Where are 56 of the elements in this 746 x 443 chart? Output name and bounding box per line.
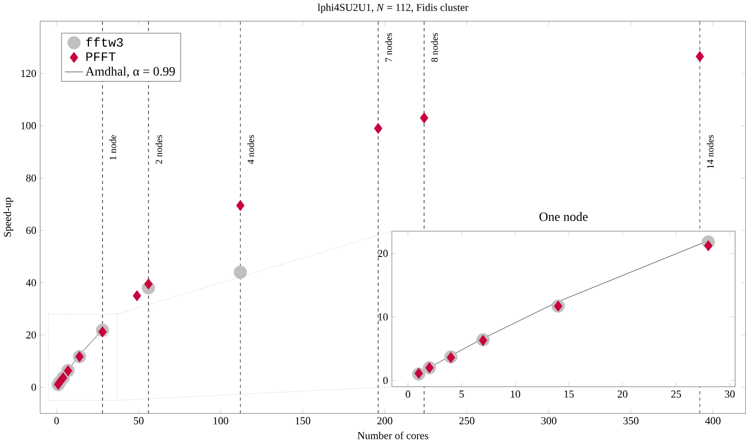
legend-label: Amdhal, α = 0.99 [86, 66, 175, 78]
point [234, 266, 247, 279]
y-axis-title: Speed-up [4, 198, 14, 237]
x-tick-label: 100 [214, 417, 228, 424]
x-tick-label: 200 [377, 417, 392, 424]
point [132, 290, 142, 302]
y-tick-label: 80 [26, 174, 36, 182]
x-tick-label: 10 [510, 390, 520, 398]
legend-label: fftw3 [86, 38, 123, 47]
y-tick-label: 60 [26, 226, 36, 234]
point [478, 335, 488, 346]
y-tick-label: 20 [26, 332, 36, 339]
x-tick-label: 0 [406, 390, 410, 398]
y-tick-label: 10 [378, 313, 388, 321]
x-tick-label: 300 [541, 417, 556, 424]
x-tick-label: 350 [623, 417, 638, 424]
x-tick-label: 20 [618, 390, 628, 398]
ref-line-label: 8 nodes [431, 33, 438, 62]
y-tick-label: 20 [378, 250, 388, 258]
ref-line-label: 14 nodes [706, 135, 714, 168]
x-tick-label: 150 [296, 417, 310, 424]
point [236, 200, 245, 212]
ref-line-label: 4 nodes [247, 135, 254, 164]
x-tick-label: 250 [459, 417, 474, 424]
chart-title: lphi4SU2U1, N = 112, Fidis cluster [318, 4, 468, 14]
point [374, 122, 382, 134]
x-tick-label: 400 [705, 417, 721, 424]
y-tick-label: 100 [21, 122, 36, 130]
point [446, 352, 456, 364]
x-tick-label: 15 [564, 390, 574, 398]
point [696, 51, 704, 62]
y-tick-label: 0 [31, 384, 36, 391]
point [414, 368, 423, 380]
chart-title: One node [539, 212, 588, 222]
x-tick-label: 30 [724, 390, 735, 398]
ref-line-label: 7 nodes [385, 33, 392, 62]
x-tick-label: 0 [54, 417, 59, 424]
ref-line-label: 1 node [109, 135, 116, 160]
point [704, 240, 713, 252]
point [64, 365, 72, 376]
x-tick-label: 50 [134, 417, 144, 424]
y-tick-label: 120 [21, 70, 36, 78]
y-tick-label: 40 [26, 279, 36, 286]
legend-label: PFFT [86, 52, 116, 61]
x-tick-label: 5 [460, 390, 464, 398]
point [75, 351, 84, 362]
ref-line-label: 2 nodes [155, 135, 162, 164]
point [420, 112, 428, 124]
point [98, 326, 107, 338]
x-axis-title: Number of cores [358, 432, 428, 440]
y-tick-label: 0 [383, 376, 388, 384]
point [144, 278, 153, 290]
x-tick-label: 25 [671, 390, 682, 398]
point [554, 300, 562, 312]
point [58, 372, 68, 384]
point [425, 362, 434, 374]
